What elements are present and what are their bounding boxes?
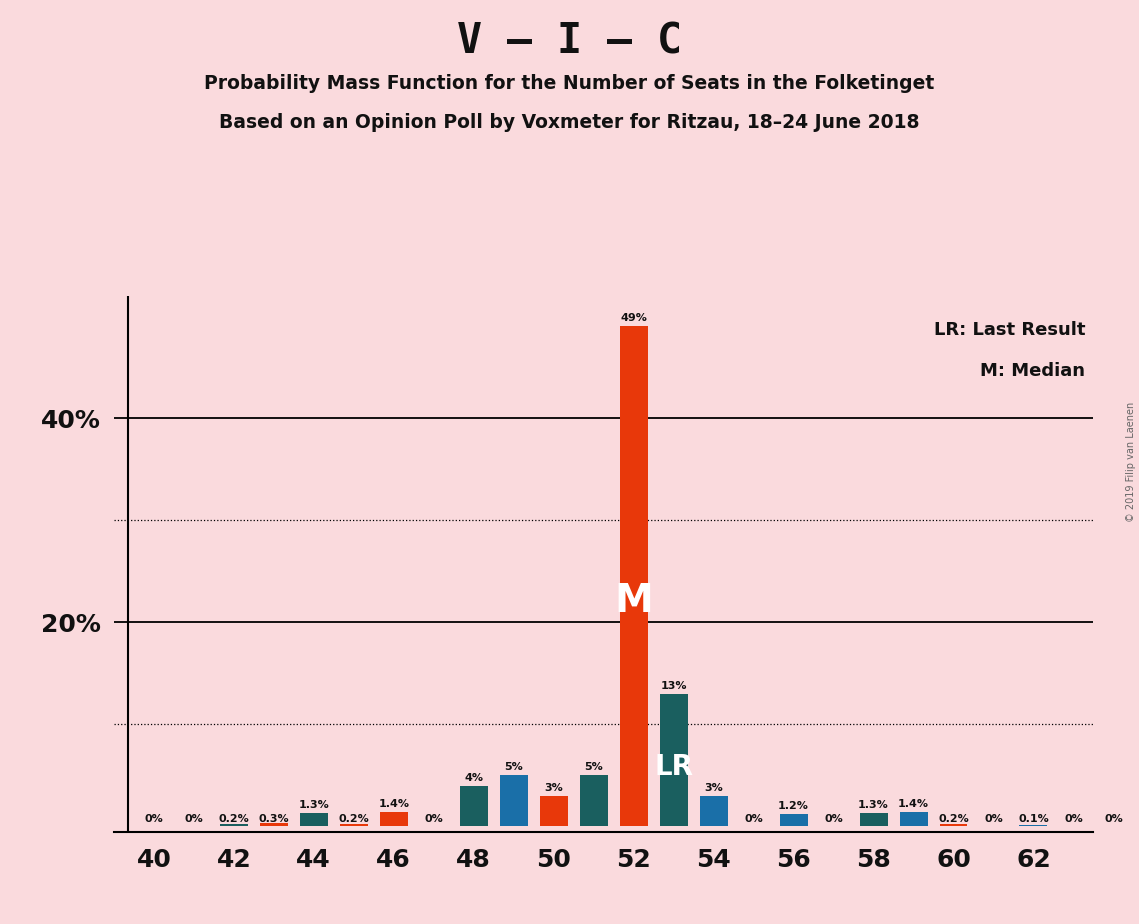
Bar [659,694,688,826]
Text: 0.2%: 0.2% [939,814,969,824]
Text: 0.2%: 0.2% [338,814,369,824]
Bar [220,824,248,826]
Text: M: Median: M: Median [981,362,1085,380]
Text: © 2019 Filip van Laenen: © 2019 Filip van Laenen [1126,402,1136,522]
Text: 0%: 0% [425,814,443,824]
Bar [1019,825,1048,826]
Text: 0.3%: 0.3% [259,814,289,824]
Bar [379,812,408,826]
Text: 5%: 5% [584,762,603,772]
Text: Probability Mass Function for the Number of Seats in the Folketinget: Probability Mass Function for the Number… [204,74,935,93]
Bar [300,813,328,826]
Text: 3%: 3% [544,783,563,793]
Text: 0%: 0% [1064,814,1083,824]
Bar [940,824,967,826]
Text: 13%: 13% [661,681,687,691]
Bar [620,326,648,826]
Text: LR: LR [654,753,694,781]
Text: 1.3%: 1.3% [298,800,329,810]
Text: 49%: 49% [621,313,647,323]
Text: 0%: 0% [145,814,163,824]
Bar [260,823,288,826]
Text: Based on an Opinion Poll by Voxmeter for Ritzau, 18–24 June 2018: Based on an Opinion Poll by Voxmeter for… [219,113,920,132]
Text: 3%: 3% [704,783,723,793]
Bar [540,796,567,826]
Text: 0%: 0% [1104,814,1123,824]
Text: 0%: 0% [185,814,203,824]
Bar [339,824,368,826]
Bar [500,775,527,826]
Text: V – I – C: V – I – C [457,20,682,62]
Text: 1.2%: 1.2% [778,801,809,811]
Bar [779,814,808,826]
Text: 1.3%: 1.3% [858,800,888,810]
Text: 0.1%: 0.1% [1018,814,1049,824]
Text: 5%: 5% [505,762,523,772]
Text: 0.2%: 0.2% [219,814,249,824]
Text: 1.4%: 1.4% [898,799,929,809]
Text: 1.4%: 1.4% [378,799,409,809]
Bar [580,775,608,826]
Bar [900,812,927,826]
Text: 0%: 0% [825,814,843,824]
Text: 0%: 0% [984,814,1002,824]
Text: 4%: 4% [465,772,483,783]
Text: 0%: 0% [744,814,763,824]
Bar [699,796,728,826]
Bar [860,813,887,826]
Text: M: M [614,582,653,620]
Text: LR: Last Result: LR: Last Result [934,322,1085,339]
Bar [460,785,487,826]
